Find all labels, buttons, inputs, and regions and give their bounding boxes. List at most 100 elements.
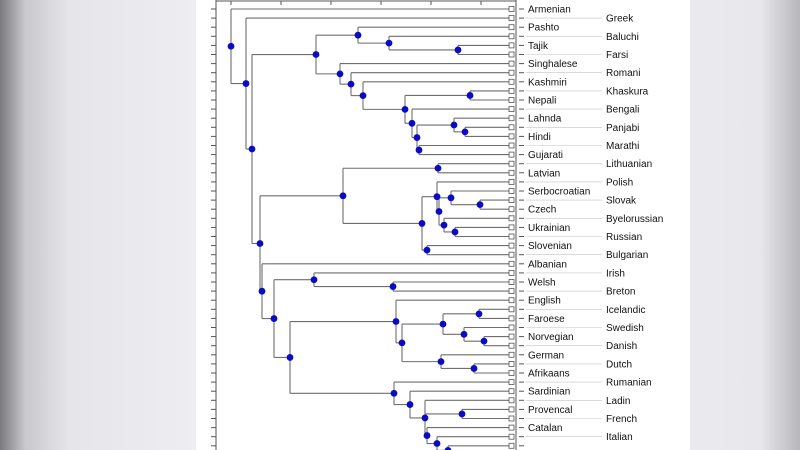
leaf-label: Sardinian — [528, 387, 570, 398]
leaf-label: Bulgarian — [606, 250, 648, 261]
leaf-marker — [508, 24, 515, 31]
leaf-marker — [508, 279, 515, 285]
leaf-marker — [508, 124, 515, 131]
leaf-label: Gujarati — [528, 150, 563, 161]
leaf-label: Baluchi — [606, 32, 639, 43]
leaf-marker — [508, 288, 515, 295]
leaf-label: Tajik — [528, 41, 549, 52]
internal-node-marker — [454, 46, 462, 54]
leaf-marker — [508, 406, 515, 413]
leaf-label: Khaskura — [606, 86, 649, 97]
leaf-label: Irish — [606, 268, 625, 279]
leaf-label: English — [528, 296, 561, 307]
leaf-marker — [508, 42, 515, 49]
leaf-label: Nepali — [528, 96, 556, 107]
leaf-marker — [508, 424, 515, 431]
leaf-marker — [508, 133, 515, 140]
leaf-marker — [508, 60, 515, 67]
leaf-marker — [508, 315, 515, 322]
leaf-marker — [508, 306, 515, 313]
internal-node-marker — [408, 119, 416, 127]
internal-node-marker — [470, 365, 478, 372]
leaf-marker — [508, 15, 515, 22]
leaf-marker — [508, 360, 515, 367]
leaf-marker — [508, 115, 515, 122]
leaf-marker — [508, 370, 515, 376]
leaf-label: Polish — [606, 177, 633, 188]
leaf-marker — [508, 169, 515, 176]
leaf-label: Breton — [606, 287, 635, 298]
leaf-label: Slovenian — [528, 241, 572, 252]
internal-node-marker — [310, 276, 318, 284]
leaf-marker — [508, 442, 515, 449]
leaf-marker — [508, 324, 515, 331]
leaf-marker — [508, 178, 515, 185]
internal-node-marker — [418, 220, 426, 227]
internal-node-marker — [347, 80, 355, 88]
leaf-marker — [508, 97, 515, 103]
leaf-marker — [508, 215, 515, 222]
leaf-label: Kashmiri — [528, 77, 567, 88]
leaf-label: Czech — [528, 205, 556, 216]
leaf-label: Farsi — [606, 50, 628, 61]
leaf-label: Swedish — [606, 323, 644, 334]
leaf-marker — [508, 88, 515, 94]
internal-node-marker — [401, 105, 409, 113]
leaf-marker — [508, 397, 515, 404]
leaf-label: Greek — [606, 14, 634, 25]
internal-node-marker — [423, 246, 431, 254]
leaf-label: Serbocroatian — [528, 187, 590, 198]
leaf-label: Ukrainian — [528, 223, 570, 234]
internal-node-marker — [392, 318, 400, 325]
internal-node-marker — [227, 42, 235, 50]
leaf-label: Dutch — [606, 359, 632, 370]
internal-node-marker — [440, 221, 448, 229]
internal-node-marker — [433, 193, 441, 201]
internal-node-marker — [450, 121, 458, 129]
internal-node-marker — [312, 51, 320, 58]
leaf-marker — [508, 233, 515, 240]
internal-node-marker — [435, 208, 443, 215]
leaf-marker — [508, 415, 515, 422]
internal-node-marker — [359, 92, 367, 99]
leaf-marker — [508, 33, 515, 40]
leaf-marker — [508, 342, 515, 349]
leaf-label: Lithuanian — [606, 159, 652, 170]
leaf-label: Norvegian — [528, 332, 574, 343]
leaf-marker — [508, 78, 515, 85]
internal-node-marker — [415, 146, 423, 154]
leaf-label: Italian — [606, 432, 633, 443]
leaf-marker — [508, 224, 515, 231]
internal-node-marker — [461, 128, 469, 136]
leaf-marker — [508, 388, 515, 395]
leaf-marker — [508, 6, 515, 12]
leaf-label: Marathi — [606, 141, 639, 152]
leaf-marker — [508, 188, 515, 194]
leaf-label: Welsh — [528, 278, 556, 289]
internal-node-marker — [354, 31, 362, 39]
leaf-marker — [508, 333, 515, 340]
internal-node-marker — [466, 92, 474, 99]
leaf-label: Rumanian — [606, 378, 652, 389]
leaf-label: Slovak — [606, 196, 637, 207]
leaf-label: Armenian — [528, 5, 571, 16]
leaf-label: Provencal — [528, 405, 572, 416]
leaf-marker — [508, 160, 515, 167]
leaf-label: Romani — [606, 68, 640, 79]
leaf-label: Byelorussian — [606, 214, 663, 225]
leaf-label: Icelandic — [606, 305, 645, 316]
internal-node-marker — [389, 283, 397, 290]
leaf-marker — [508, 51, 515, 58]
leaf-label: French — [606, 414, 637, 425]
internal-node-marker — [339, 192, 347, 200]
internal-node-marker — [256, 240, 264, 247]
leaf-label: Singhalese — [528, 59, 578, 70]
leaf-label: Albanian — [528, 259, 567, 270]
leaf-label: Bengali — [606, 105, 639, 116]
leaf-label: Danish — [606, 341, 637, 352]
internal-node-marker — [270, 315, 278, 322]
leaf-marker — [508, 297, 515, 304]
internal-node-marker — [248, 145, 256, 153]
leaf-marker — [508, 206, 515, 213]
